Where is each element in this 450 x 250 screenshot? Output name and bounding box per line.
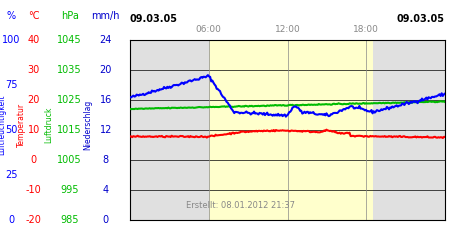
Text: 16: 16 [99, 95, 112, 105]
Text: 20: 20 [99, 65, 112, 75]
Text: 25: 25 [5, 170, 18, 180]
Text: -10: -10 [26, 185, 41, 195]
Text: Temperatur: Temperatur [17, 103, 26, 147]
Text: 0: 0 [103, 215, 109, 225]
Text: 0: 0 [31, 155, 37, 165]
Text: 18:00: 18:00 [353, 25, 379, 34]
Text: 20: 20 [27, 95, 40, 105]
Text: 1015: 1015 [58, 125, 82, 135]
Text: 40: 40 [27, 35, 40, 45]
Text: -20: -20 [26, 215, 42, 225]
Text: Erstellt: 08.01.2012 21:37: Erstellt: 08.01.2012 21:37 [186, 201, 295, 210]
Text: Niederschlag: Niederschlag [83, 100, 92, 150]
Text: mm/h: mm/h [91, 11, 120, 21]
Text: %: % [7, 11, 16, 21]
Text: 1005: 1005 [58, 155, 82, 165]
Text: 995: 995 [60, 185, 79, 195]
Text: 985: 985 [60, 215, 79, 225]
Text: 12: 12 [99, 125, 112, 135]
Text: 8: 8 [103, 155, 109, 165]
Text: 50: 50 [5, 125, 18, 135]
Text: 30: 30 [27, 65, 40, 75]
Text: 12:00: 12:00 [274, 25, 301, 34]
Text: hPa: hPa [61, 11, 79, 21]
Text: °C: °C [28, 11, 40, 21]
Text: 09.03.05: 09.03.05 [397, 14, 445, 24]
Text: 0: 0 [8, 215, 14, 225]
Text: 24: 24 [99, 35, 112, 45]
Text: 4: 4 [103, 185, 109, 195]
Text: 1045: 1045 [58, 35, 82, 45]
Text: 75: 75 [5, 80, 18, 90]
Text: Luftfeuchtigkeit: Luftfeuchtigkeit [0, 95, 7, 155]
Text: 10: 10 [27, 125, 40, 135]
Text: 1035: 1035 [58, 65, 82, 75]
Text: Luftdruck: Luftdruck [44, 107, 53, 143]
Bar [209, 40, 373, 220]
Text: 09.03.05: 09.03.05 [130, 14, 178, 24]
Text: 06:00: 06:00 [196, 25, 222, 34]
Text: 1025: 1025 [58, 95, 82, 105]
Text: 100: 100 [2, 35, 20, 45]
